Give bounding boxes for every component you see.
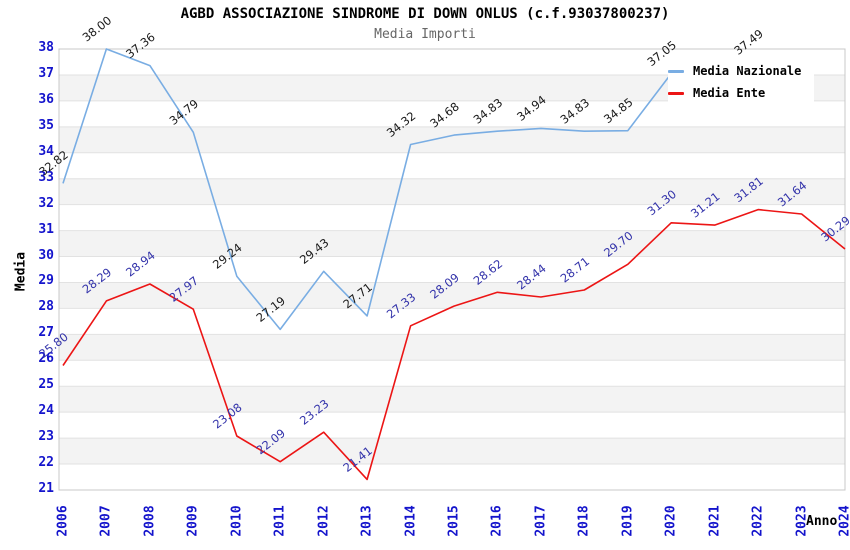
x-tick-label: 2007 <box>98 505 114 537</box>
legend-line-swatch-nazionale-icon <box>668 69 684 73</box>
x-tick-label: 2012 <box>316 505 332 537</box>
x-tick-label: 2018 <box>576 505 592 537</box>
band-stripe <box>59 334 845 361</box>
x-tick-label: 2017 <box>533 505 549 537</box>
legend-label: Media Ente <box>693 86 766 100</box>
band-stripe <box>59 386 845 413</box>
band-stripe <box>59 230 845 257</box>
band-stripe <box>59 178 845 205</box>
y-tick-label: 27 <box>38 325 54 341</box>
y-tick-label: 22 <box>38 455 54 471</box>
x-tick-label: 2011 <box>272 505 288 537</box>
x-tick-label: 2020 <box>663 505 679 537</box>
x-tick-label: 2022 <box>750 505 766 537</box>
series-line-media-nazionale <box>62 48 759 331</box>
x-tick-label: 2019 <box>620 505 636 537</box>
y-tick-label: 23 <box>38 429 54 445</box>
series-line-media-ente <box>62 208 846 481</box>
x-tick-label: 2016 <box>489 505 505 537</box>
x-tick-label: 2013 <box>359 505 375 537</box>
x-tick-label: 2010 <box>229 505 245 537</box>
x-tick-label: 2006 <box>55 505 71 537</box>
y-tick-label: 36 <box>38 91 54 107</box>
y-tick-label: 29 <box>38 273 54 289</box>
plot-border <box>58 48 846 491</box>
y-tick-label: 25 <box>38 377 54 393</box>
chart-title: AGBD ASSOCIAZIONE SINDROME DI DOWN ONLUS… <box>180 6 670 22</box>
y-tick-label: 21 <box>38 481 54 496</box>
chart-subtitle: Media Importi <box>374 27 476 42</box>
x-tick-label: 2015 <box>446 505 462 537</box>
x-tick-label: 2024 <box>837 505 850 537</box>
band-stripe <box>59 126 845 153</box>
y-tick-label: 35 <box>38 117 54 133</box>
band-stripe <box>59 282 845 309</box>
y-tick-label: 31 <box>38 221 54 237</box>
y-tick-label: 30 <box>38 247 54 263</box>
y-tick-label: 34 <box>38 143 54 159</box>
y-tick-label: 32 <box>38 195 54 211</box>
x-tick-label: 2023 <box>794 505 810 537</box>
x-tick-label: 2009 <box>185 505 201 537</box>
y-tick-label: 28 <box>38 299 54 315</box>
x-tick-label: 2014 <box>403 505 419 537</box>
band-stripe <box>59 438 845 465</box>
y-tick-label: 38 <box>38 40 54 55</box>
y-tick-label: 24 <box>38 403 54 419</box>
x-tick-label: 2008 <box>142 505 158 537</box>
legend-line-swatch-ente-icon <box>668 91 684 95</box>
legend: Media Nazionale Media Ente <box>668 57 814 107</box>
legend-item-media-nazionale: Media Nazionale <box>668 63 814 79</box>
x-axis-label: Anno <box>806 514 838 529</box>
x-tick-label: 2021 <box>707 505 723 537</box>
legend-item-media-ente: Media Ente <box>668 85 814 101</box>
legend-label: Media Nazionale <box>693 64 802 78</box>
y-tick-label: 26 <box>38 351 54 367</box>
y-tick-label: 37 <box>38 65 54 81</box>
y-tick-label: 33 <box>38 169 54 185</box>
